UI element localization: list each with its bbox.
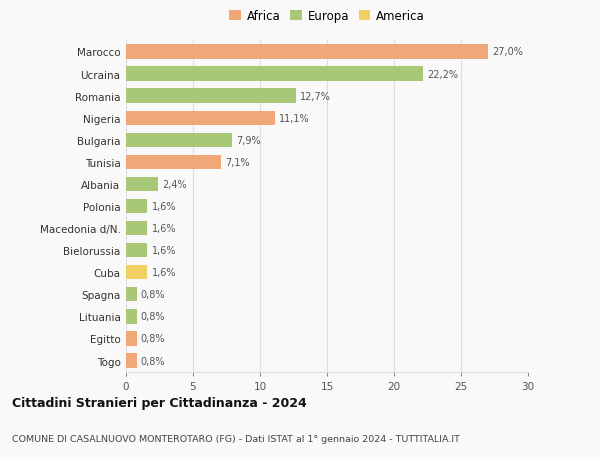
Bar (126, 111, 275, 126)
Bar (126, 155, 221, 170)
Text: 2,4%: 2,4% (162, 179, 187, 190)
Text: 0,8%: 0,8% (141, 312, 165, 322)
Bar (126, 243, 148, 258)
Text: 0,8%: 0,8% (141, 356, 165, 366)
Bar (126, 221, 148, 236)
Text: 1,6%: 1,6% (151, 268, 176, 278)
Bar (126, 67, 424, 82)
Bar (126, 133, 232, 148)
Text: 1,6%: 1,6% (151, 224, 176, 234)
Bar (126, 309, 137, 324)
Text: 1,6%: 1,6% (151, 246, 176, 256)
Bar (126, 331, 137, 346)
Text: 7,9%: 7,9% (236, 135, 260, 146)
Bar (126, 353, 137, 368)
Text: 0,8%: 0,8% (141, 334, 165, 344)
Bar (126, 177, 158, 192)
Text: COMUNE DI CASALNUOVO MONTEROTARO (FG) - Dati ISTAT al 1° gennaio 2024 - TUTTITAL: COMUNE DI CASALNUOVO MONTEROTARO (FG) - … (12, 434, 460, 442)
Legend: Africa, Europa, America: Africa, Europa, America (227, 7, 427, 25)
Bar (126, 265, 148, 280)
Text: Cittadini Stranieri per Cittadinanza - 2024: Cittadini Stranieri per Cittadinanza - 2… (12, 396, 307, 409)
Text: 12,7%: 12,7% (300, 91, 331, 101)
Bar (126, 199, 148, 214)
Bar (126, 287, 137, 302)
Bar (126, 45, 488, 60)
Text: 0,8%: 0,8% (141, 290, 165, 300)
Text: 22,2%: 22,2% (427, 69, 458, 79)
Text: 1,6%: 1,6% (151, 202, 176, 212)
Text: 7,1%: 7,1% (225, 157, 250, 168)
Bar (126, 89, 296, 104)
Text: 27,0%: 27,0% (492, 47, 523, 57)
Text: 11,1%: 11,1% (279, 113, 310, 123)
